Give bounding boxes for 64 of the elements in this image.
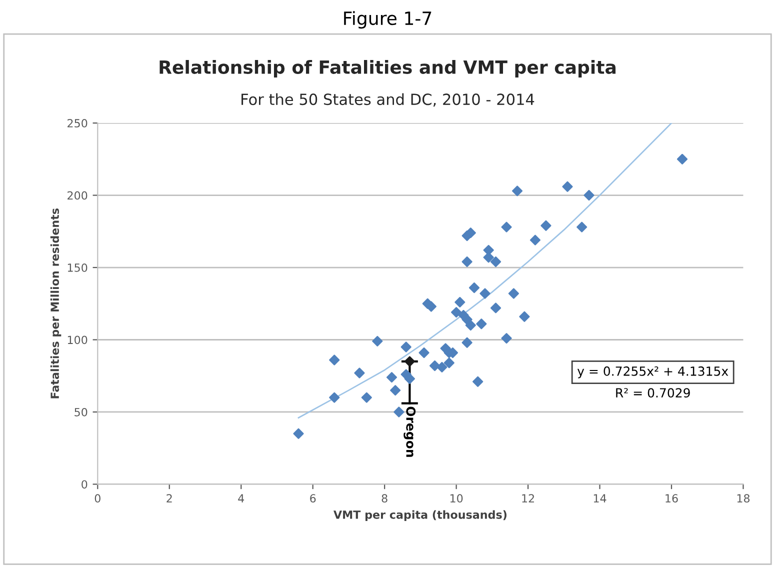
y-tick-label: 0 bbox=[82, 480, 88, 489]
x-tick-label: 10 bbox=[450, 494, 463, 503]
point bbox=[490, 302, 502, 314]
point bbox=[372, 336, 383, 346]
point bbox=[540, 220, 552, 231]
point bbox=[444, 358, 454, 368]
point bbox=[462, 256, 472, 268]
point bbox=[429, 360, 440, 372]
point bbox=[490, 256, 502, 268]
annotation: R² = 0.7029 bbox=[616, 388, 690, 398]
point bbox=[562, 181, 573, 192]
point bbox=[530, 234, 541, 246]
point bbox=[483, 252, 494, 263]
point bbox=[329, 354, 340, 366]
point bbox=[676, 154, 688, 164]
point bbox=[472, 376, 484, 387]
point bbox=[480, 288, 490, 299]
point bbox=[584, 190, 594, 201]
point bbox=[293, 428, 304, 439]
x-tick-label: 2 bbox=[166, 494, 172, 502]
point bbox=[454, 296, 466, 308]
point bbox=[468, 282, 480, 294]
point bbox=[400, 342, 412, 352]
point bbox=[404, 373, 415, 384]
x-tick-label: 14 bbox=[594, 494, 606, 502]
point bbox=[512, 186, 523, 196]
point bbox=[329, 392, 340, 403]
x-tick-label: 4 bbox=[238, 494, 244, 502]
chart-title: Relationship of Fatalities and VMT per capita bbox=[160, 60, 616, 78]
y-tick-label: 100 bbox=[68, 336, 88, 344]
point bbox=[404, 356, 415, 367]
y-tick-label: 150 bbox=[68, 263, 88, 272]
point bbox=[418, 347, 430, 358]
y-tick-label: 50 bbox=[74, 408, 88, 416]
x-tick-label: 16 bbox=[666, 494, 678, 503]
point bbox=[394, 406, 404, 418]
point bbox=[476, 318, 487, 330]
point bbox=[576, 222, 588, 232]
point bbox=[354, 368, 365, 378]
point bbox=[451, 306, 462, 318]
point bbox=[465, 320, 476, 331]
point bbox=[501, 333, 512, 344]
point bbox=[462, 337, 472, 348]
point bbox=[436, 362, 448, 372]
caption: Figure 1-7 bbox=[344, 11, 432, 29]
point bbox=[501, 222, 512, 232]
x-tick-label: 0 bbox=[94, 494, 100, 503]
point bbox=[508, 288, 519, 299]
point bbox=[462, 314, 472, 325]
annotation: y = 0.7255x² + 4.1315x bbox=[577, 366, 728, 378]
point bbox=[386, 372, 398, 383]
annotation: Oregon bbox=[404, 406, 416, 457]
x-tick-label: 6 bbox=[310, 494, 316, 503]
point bbox=[361, 392, 372, 403]
x-tick-label: 8 bbox=[382, 494, 388, 503]
x-tick-label: 12 bbox=[522, 494, 534, 502]
y-tick-label: 200 bbox=[68, 191, 88, 200]
x-tick-label: 18 bbox=[737, 494, 750, 503]
y-axis-title: Fatalities per Million residents bbox=[50, 208, 62, 398]
point bbox=[519, 311, 530, 322]
x-axis-title: VMT per capita (thousands) bbox=[334, 510, 506, 522]
point bbox=[390, 385, 401, 396]
chart-subtitle: For the 50 States and DC, 2010 - 2014 bbox=[242, 93, 534, 107]
y-tick-label: 250 bbox=[68, 119, 88, 128]
